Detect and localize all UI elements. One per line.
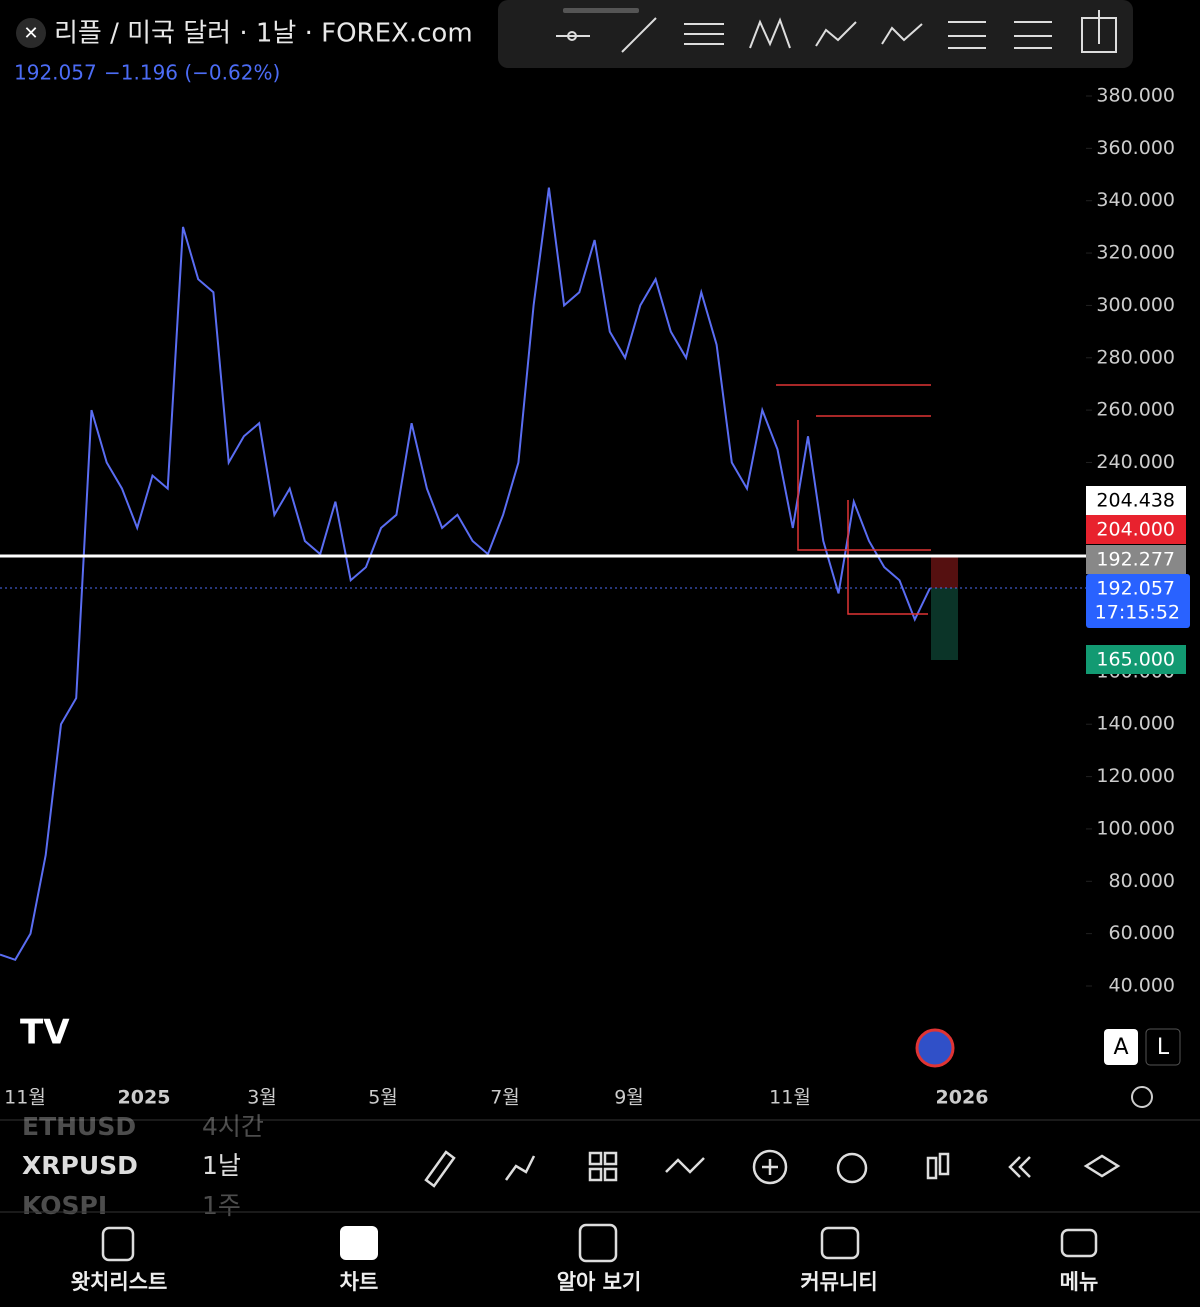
- nav-tab[interactable]: 차트: [340, 1270, 379, 1294]
- logo: TV: [20, 1013, 70, 1053]
- log-scale-label: L: [1157, 1035, 1170, 1060]
- position-profit-zone: [931, 588, 958, 660]
- nav-icon: [1060, 1228, 1098, 1258]
- price-tag-label: 165.000: [1096, 649, 1175, 671]
- bottom-tools: [424, 1149, 1121, 1188]
- close-icon: ✕: [23, 23, 38, 44]
- x-tick-label: 5월: [368, 1087, 398, 1109]
- nav-icon: [101, 1226, 135, 1262]
- price-line: [0, 187, 931, 962]
- price-tag-label: 204.438: [1096, 490, 1175, 512]
- auto-scale-button[interactable]: [1104, 1029, 1138, 1065]
- log-scale-button[interactable]: [1145, 1028, 1181, 1066]
- price-tag: [1086, 515, 1186, 544]
- x-tick-label: 7월: [490, 1087, 520, 1109]
- x-tick-label: 3월: [247, 1087, 277, 1109]
- price-tag: [1086, 486, 1186, 515]
- y-tick-label: 320.000: [1096, 242, 1175, 264]
- countdown-label: 17:15:52: [1095, 602, 1180, 624]
- y-tick-label: 80.000: [1109, 870, 1175, 892]
- nav-tab[interactable]: 왓치리스트: [71, 1270, 168, 1294]
- x-tick-label: 11월: [769, 1087, 811, 1109]
- nav-tab[interactable]: 커뮤니티: [800, 1270, 877, 1294]
- x-tick-label: 2025: [118, 1087, 171, 1109]
- nav-tab[interactable]: 메뉴: [1060, 1270, 1099, 1294]
- watchlist-interval: 1주: [202, 1191, 241, 1220]
- price-tag: [1086, 545, 1186, 574]
- auto-scale-label: A: [1113, 1035, 1128, 1060]
- y-tick-label: 60.000: [1109, 922, 1175, 944]
- last-price-tag: [1086, 574, 1190, 628]
- symbol-title[interactable]: 리플 / 미국 달러 · 1날 · FOREX.com: [54, 19, 473, 49]
- y-tick-label: 100.000: [1096, 817, 1175, 839]
- price-tag: [1086, 645, 1186, 674]
- y-tick-label: 140.000: [1096, 713, 1175, 735]
- drawing-toolbar: [498, 0, 1133, 68]
- close-button[interactable]: [16, 18, 46, 48]
- x-tick-label: 11월: [4, 1087, 46, 1109]
- price-change: −1.196 (−0.62%): [104, 61, 280, 85]
- x-tick-label: 9월: [614, 1087, 644, 1109]
- y-tick-label: 300.000: [1096, 294, 1175, 316]
- y-tick-label: 340.000: [1096, 189, 1175, 211]
- x-tick-label: 2026: [936, 1087, 989, 1109]
- events-icon[interactable]: [915, 1028, 955, 1068]
- y-tick-label: 380.000: [1096, 85, 1175, 107]
- y-tick-label: 260.000: [1096, 399, 1175, 421]
- toolbar-icons: [556, 10, 1117, 53]
- drag-handle[interactable]: [563, 8, 639, 13]
- nav-tab[interactable]: 알아 보기: [557, 1270, 642, 1294]
- y-tick-label: 240.000: [1096, 451, 1175, 473]
- y-tick-label: 280.000: [1096, 346, 1175, 368]
- y-tick-label: 40.000: [1109, 975, 1175, 997]
- y-tick-label: 360.000: [1096, 137, 1175, 159]
- last-price: 192.057: [14, 61, 97, 85]
- y-tick-label: 120.000: [1096, 765, 1175, 787]
- settings-icon[interactable]: [1131, 1086, 1153, 1108]
- position-loss-zone: [931, 556, 958, 588]
- last-price-tag-label: 192.057: [1096, 578, 1175, 600]
- watchlist-interval: 1날: [202, 1151, 241, 1180]
- watchlist-symbol[interactable]: ETHUSD: [22, 1112, 136, 1141]
- drawings: [776, 384, 931, 615]
- watchlist-interval: 4시간: [202, 1112, 264, 1141]
- watchlist-symbol[interactable]: KOSPI: [22, 1191, 107, 1220]
- watchlist-symbol[interactable]: XRPUSD: [22, 1151, 138, 1180]
- chart-tab-icon: [340, 1226, 378, 1260]
- price-tag-label: 204.000: [1096, 519, 1175, 541]
- nav-icon: [578, 1223, 618, 1263]
- nav-icon: [820, 1226, 860, 1260]
- price-tag-label: 192.277: [1096, 549, 1175, 571]
